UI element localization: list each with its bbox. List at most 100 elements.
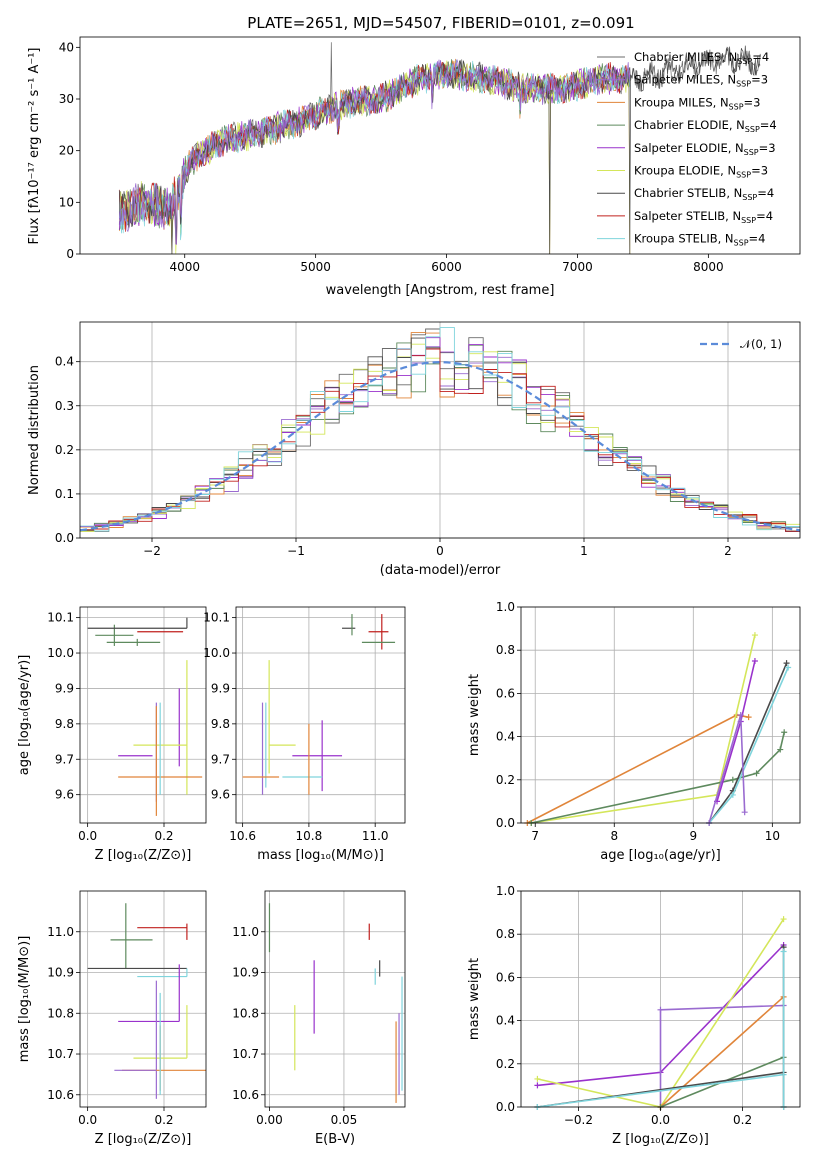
data-point [785,664,792,671]
y-axis-label: age [log₁₀(age/yr)] [17,655,32,776]
error-bar [106,638,161,646]
legend-entry: Kroupa ELODIE, NSSP=3 [634,164,768,180]
x-tick-label: −0.2 [564,1113,593,1127]
data-point [751,658,758,664]
x-tick-label: 1 [580,544,588,558]
data-point [737,712,744,718]
y-tick-label: 10.7 [47,1047,74,1061]
x-axis-label: Z [log₁₀(Z/Z⊙)] [95,848,192,863]
chart-title: PLATE=2651, MJD=54507, FIBERID=0101, z=0… [247,14,634,32]
series-line [537,1073,784,1108]
mass-weight-series [657,993,787,1110]
data-point [534,1082,541,1089]
legend-entry: 𝒩(0, 1) [740,337,782,351]
y-tick-label: 0.8 [496,643,515,657]
y-tick-label: 0.1 [55,487,74,501]
error-bar [368,614,389,650]
y-tick-label: 0.2 [55,443,74,457]
axes-frame [79,890,207,1108]
y-axis-label: mass weight [467,958,482,1040]
y-tick-label: 0.2 [496,1057,515,1071]
data-point [534,1075,541,1082]
panel-2: 0.0 0.2 9.6 9.7 9.8 9.9 10.0 10.1 Z [log₁₀(Z/Z⊙)… [17,606,207,863]
x-tick-label: 5000 [300,260,331,274]
y-tick-label: 9.6 [55,788,74,802]
x-tick-label: 4000 [169,260,200,274]
data-point [751,632,758,639]
panel-4: 7 8 9 10 0.0 0.2 0.4 0.6 0.8 1.0 age [log₁₀(age/yr… [467,600,801,863]
y-tick-label: 10.7 [232,1047,259,1061]
x-tick-label: −2 [143,544,161,558]
x-axis-label: Z [log₁₀(Z/Z⊙)] [95,1132,192,1147]
y-tick-label: 10.0 [47,646,74,660]
y-tick-label: 10.1 [203,611,230,625]
y-tick-label: 9.7 [211,752,230,766]
y-tick-label: 10.6 [232,1088,259,1102]
data-point [745,714,752,721]
y-tick-label: 1.0 [496,600,515,614]
x-tick-label: 0.2 [154,1113,173,1127]
data-point [783,660,790,667]
x-tick-label: 6000 [431,260,462,274]
x-axis-label: age [log₁₀(age/yr)] [600,848,721,863]
mass-weight-series [780,948,787,1110]
legend-entry: Chabrier STELIB, NSSP=4 [634,186,774,202]
axes-frame [79,606,207,824]
histogram-series-7 [80,348,800,532]
x-tick-label: 0.05 [331,1113,358,1127]
y-tick-label: 9.8 [211,717,230,731]
data-point [741,809,748,816]
panel-1: 𝒩(0, 1) −2 −1 0 1 2 0.0 0.1 0.2 0.3 0.4 (data-model… [27,321,801,578]
panel-3: 10.6 10.8 11.0 9.6 9.7 9.8 9.9 10.0 10.1 mass [lo… [203,606,406,863]
y-tick-label: 9.8 [55,717,74,731]
panel-6: 0.00 0.05 10.6 10.7 10.8 10.9 11.0 E(B-V) [232,890,406,1147]
spectrum-series-8 [118,59,631,241]
y-tick-label: 10 [59,195,74,209]
y-tick-label: 0.4 [55,355,74,369]
y-tick-label: 9.7 [55,752,74,766]
legend-entry: Kroupa STELIB, NSSP=4 [634,232,765,248]
y-tick-label: 0.4 [496,1014,515,1028]
x-tick-label: 7 [531,829,539,843]
x-tick-label: 10.6 [229,829,256,843]
x-axis-label: Z [log₁₀(Z/Z⊙)] [612,1132,709,1147]
legend-entry: Chabrier ELODIE, NSSP=4 [634,118,777,134]
x-axis-label: mass [log₁₀(M/M⊙)] [257,848,384,863]
y-tick-label: 10.0 [203,646,230,660]
data-point [657,1006,664,1013]
panel-5: 0.0 0.2 10.6 10.7 10.8 10.9 11.0 Z [log₁₀(Z/Z⊙)… [17,890,207,1147]
y-tick-label: 11.0 [232,925,259,939]
x-tick-label: 8 [610,829,618,843]
gaussian-curve [79,360,801,532]
data-point [780,948,787,955]
y-tick-label: 10.1 [47,611,74,625]
error-bar [110,903,153,969]
y-tick-label: 0.4 [496,730,515,744]
mass-weight-series [528,632,758,826]
data-point [729,776,736,783]
error-bar [87,617,188,629]
y-tick-label: 1.0 [496,884,515,898]
x-tick-label: 10 [765,829,780,843]
mass-weight-series [524,712,752,826]
y-axis-label: Flux [fλ10⁻¹⁷ erg cm⁻² s⁻¹ A⁻¹] [27,48,42,245]
axes-frame [235,606,406,824]
x-tick-label: −1 [287,544,305,558]
legend-entry: Chabrier MILES, NSSP=4 [634,50,769,66]
y-tick-label: 0.0 [55,531,74,545]
x-tick-label: 7000 [562,260,593,274]
y-axis-label: mass [log₁₀(M/M⊙)] [17,936,32,1063]
axes-frame [79,36,801,255]
x-tick-label: 0.0 [78,1113,97,1127]
y-tick-label: 0.0 [496,1100,515,1114]
series-line [531,634,756,824]
spectrum-series-6 [118,45,761,255]
y-tick-label: 10.9 [232,966,259,980]
x-tick-label: 0.2 [733,1113,752,1127]
x-tick-label: 0 [436,544,444,558]
x-axis-label: E(B-V) [315,1132,355,1147]
x-tick-label: 10.8 [296,829,323,843]
y-tick-label: 10.9 [47,966,74,980]
legend-entry: Salpeter STELIB, NSSP=4 [634,209,773,225]
y-tick-label: 0.0 [496,816,515,830]
